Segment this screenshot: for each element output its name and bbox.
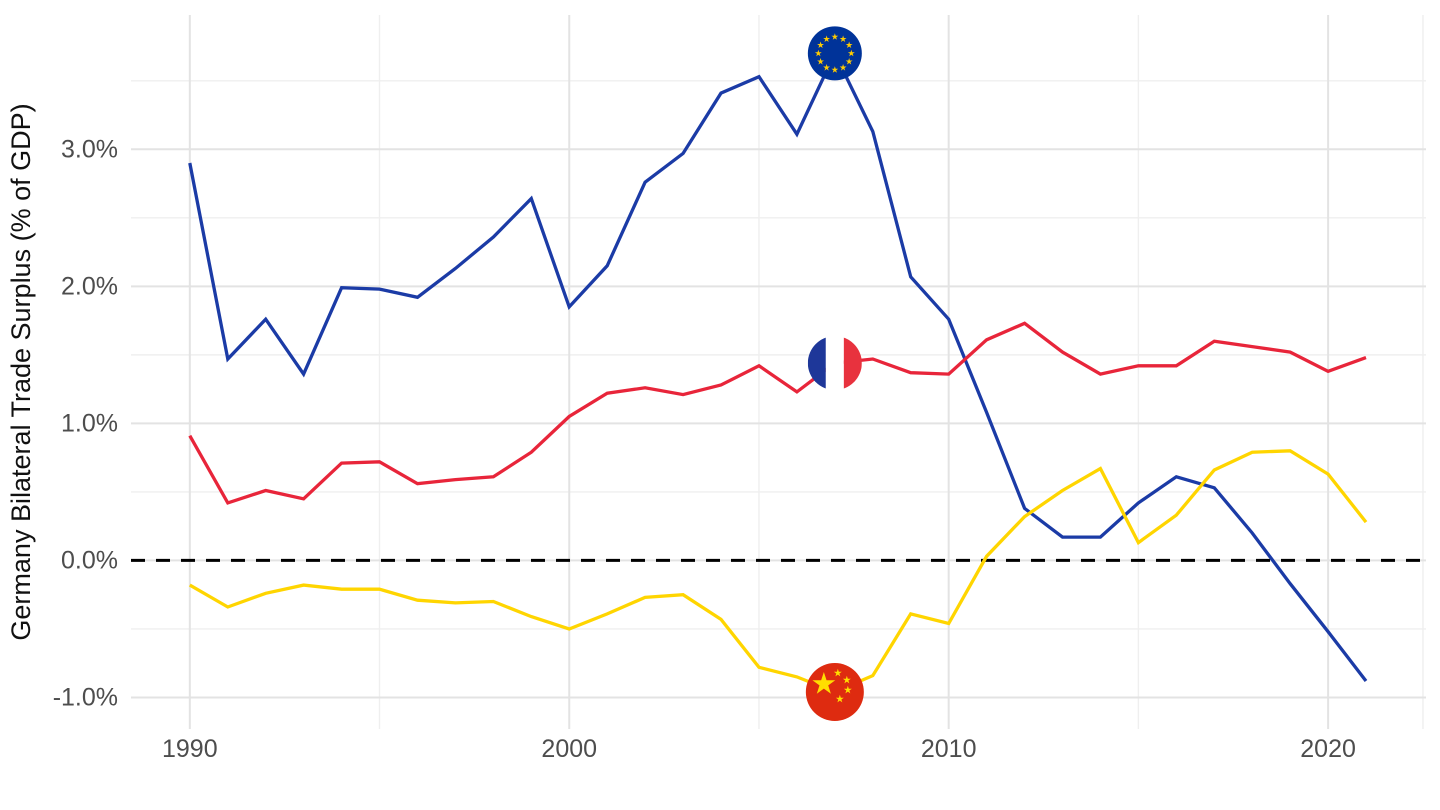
eu-star [831, 66, 839, 73]
eu-star [845, 41, 853, 49]
china-small-star [833, 668, 842, 677]
france-white-band [825, 336, 844, 391]
european-union-series-line [188, 49, 1368, 683]
china-small-star [843, 685, 852, 694]
x-tick-label: 1990 [162, 735, 218, 763]
eu-star [839, 64, 847, 71]
y-tick-label: 2.0% [61, 272, 118, 300]
france-series-line [188, 321, 1367, 505]
x-tick-label: 2020 [1300, 735, 1356, 763]
china-flag-icon [805, 662, 864, 721]
france-red-band [843, 336, 862, 391]
series-lines [188, 49, 1368, 694]
china-flag-circle [805, 662, 864, 721]
y-axis-title: Germany Bilateral Trade Surplus (% of GD… [6, 103, 36, 640]
eu-star [823, 35, 831, 42]
china-series-line [188, 449, 1368, 694]
china-small-star [842, 675, 851, 684]
grid-major-lines [131, 15, 1426, 729]
grid-minor-lines [131, 15, 1426, 729]
axis-tick-labels: 3.0% 2.0% 1.0% 0.0% -1.0% 1990 2000 2010 2020 [53, 135, 1356, 763]
china-small-star [835, 694, 844, 703]
y-tick-label: 3.0% [61, 135, 118, 163]
eu-flag-circle [807, 26, 862, 81]
eu-star [847, 49, 855, 57]
y-tick-label: 0.0% [61, 546, 118, 574]
eu-star [823, 64, 831, 71]
y-tick-label: -1.0% [53, 683, 118, 711]
eu-star [831, 33, 839, 40]
eu-flag-icon [807, 26, 862, 81]
france-flag-icon [807, 336, 862, 391]
eu-star [839, 35, 847, 42]
eu-star [817, 58, 824, 65]
eu-star [814, 49, 822, 57]
flag-markers [805, 26, 864, 721]
x-tick-label: 2010 [921, 735, 977, 763]
eu-star [845, 58, 853, 65]
y-tick-label: 1.0% [61, 409, 118, 437]
france-blue-band [807, 336, 826, 391]
x-tick-label: 2000 [541, 735, 597, 763]
eu-star [817, 41, 824, 49]
china-big-star [812, 672, 836, 694]
